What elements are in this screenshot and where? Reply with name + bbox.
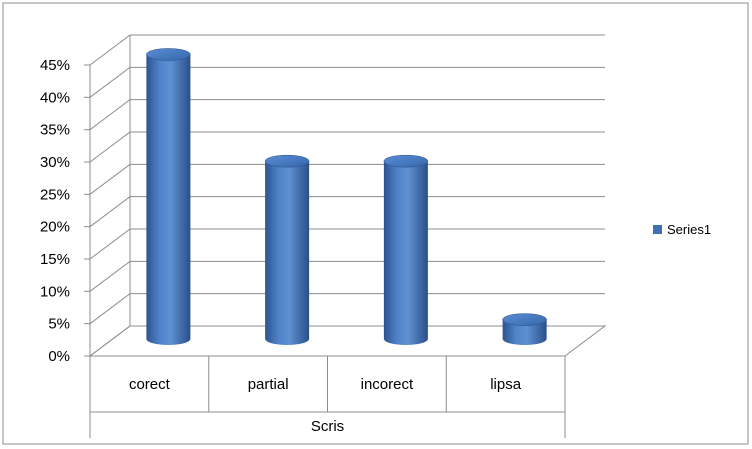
bar (502, 313, 547, 345)
bar-cap (502, 313, 547, 326)
bar-body (383, 161, 428, 345)
y-tick-label: 0% (48, 348, 70, 365)
bar (146, 48, 191, 345)
legend-label: Series1 (667, 222, 711, 237)
bar-body (502, 319, 547, 345)
y-tick-label: 25% (40, 186, 70, 203)
category-label: incorect (361, 376, 414, 393)
y-axis-ticks: 0% 5% 10% 15% 20% 25% 30% 35% 40% 45% (40, 57, 90, 365)
gridline-side (89, 196, 131, 228)
gridline-side (89, 66, 131, 98)
y-tick-label: 20% (40, 219, 70, 236)
bar-body (146, 54, 191, 345)
gridline-side (89, 131, 131, 163)
gridline-side (89, 325, 131, 357)
category-label: lipsa (490, 376, 522, 393)
gridline-side (89, 260, 131, 292)
gridline-side (89, 293, 131, 325)
legend: Series1 (653, 222, 711, 237)
category-axis: corect partial incorect lipsa Scris (89, 356, 566, 438)
gridline-side (89, 163, 131, 195)
gridlines (89, 34, 605, 357)
bar (264, 154, 310, 345)
bars (146, 48, 547, 345)
bar (383, 154, 429, 345)
bar-cap (264, 154, 310, 168)
y-tick-label: 40% (40, 89, 70, 106)
y-tick-label: 45% (40, 57, 70, 74)
gridline-side (89, 228, 131, 260)
y-tick-label: 35% (40, 122, 70, 139)
bar-body (265, 161, 310, 345)
y-tick-label: 30% (40, 154, 70, 171)
gridline-side (89, 34, 131, 66)
bar-cap (146, 48, 191, 61)
y-tick-label: 15% (40, 251, 70, 268)
y-tick-label: 5% (48, 316, 70, 333)
category-label: partial (248, 376, 289, 393)
y-tick-label: 10% (40, 283, 70, 300)
gridline-side (89, 99, 131, 131)
group-label: Scris (311, 418, 344, 435)
legend-swatch (653, 225, 662, 234)
category-label: corect (129, 376, 171, 393)
bar-cap (383, 154, 429, 168)
